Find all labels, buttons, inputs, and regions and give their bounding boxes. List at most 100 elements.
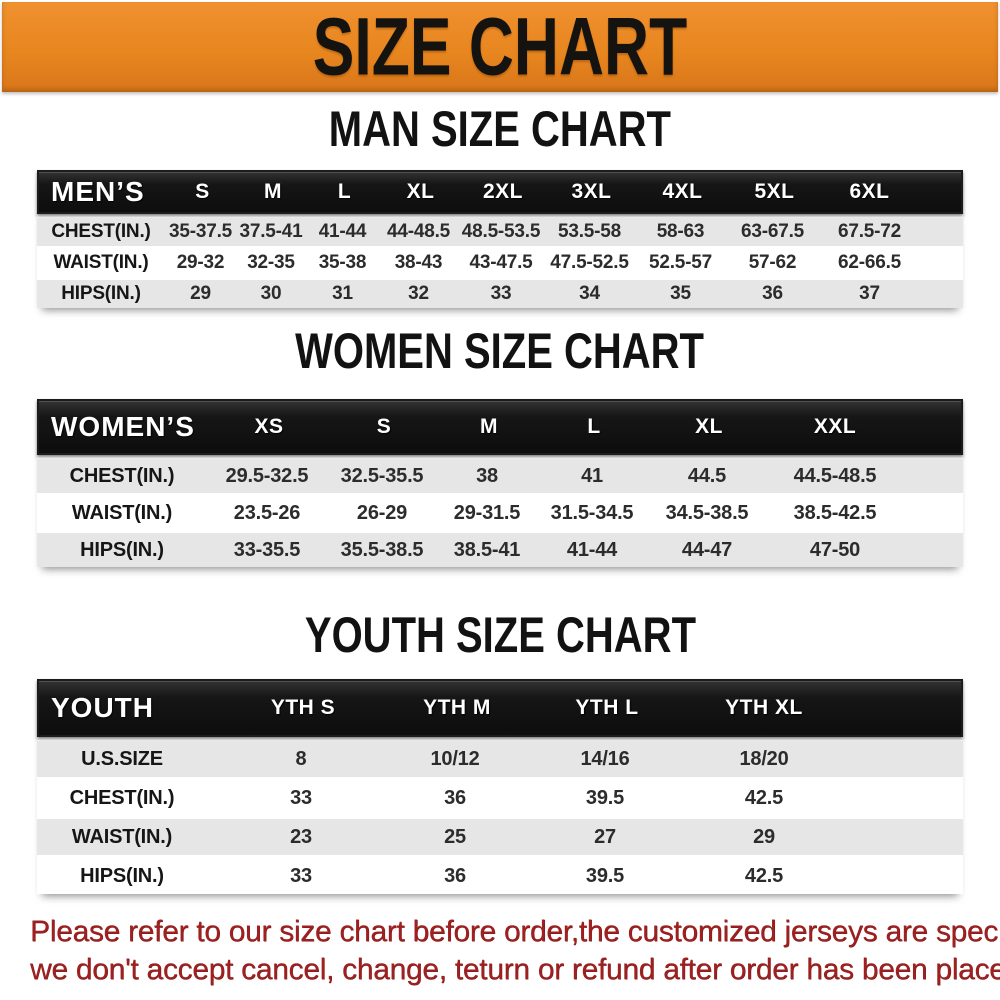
row-value: 34 [579, 283, 600, 304]
row-value: 63-67.5 [740, 221, 805, 242]
row-value: 29-31.5 [453, 501, 521, 524]
size-chart-banner: SIZE CHART [2, 1, 998, 92]
footer-note: Please refer to our size chart before or… [30, 913, 1000, 989]
table-row: CHEST(IN.) 29.5-32.5 32.5-35.5 38 41 44.5 44.5… [37, 459, 963, 493]
row-value: 31.5-34.5 [550, 501, 634, 524]
row-value: 38 [476, 464, 498, 487]
row-value: 25 [444, 825, 466, 848]
row-value: 35-37.5 [168, 221, 233, 242]
header-size-cell: YTH XL [725, 696, 803, 719]
header-size-cell: XXL [813, 415, 857, 438]
table-row: WAIST(IN.) 29-32 32-35 35-38 38-43 43-47.5 47.… [37, 249, 963, 277]
row-label: WAIST(IN.) [71, 825, 173, 848]
row-label: CHEST(IN.) [69, 786, 175, 809]
table-header-row: MEN’S S M L XL 2XL 3XL 4XL 5XL 6XL [37, 170, 963, 214]
row-value: 38.5-41 [453, 538, 521, 561]
row-value: 29 [753, 825, 775, 848]
header-size-cell: S [195, 180, 210, 203]
table-row: HIPS(IN.) 33-35.5 35.5-38.5 38.5-41 41-44 44-… [37, 533, 963, 567]
row-value: 44-47 [681, 538, 733, 561]
row-label: HIPS(IN.) [80, 864, 164, 887]
header-size-cell: L [587, 415, 601, 438]
row-value: 41 [581, 464, 603, 487]
row-value: 42.5 [744, 864, 784, 887]
row-value: 42.5 [744, 786, 784, 809]
row-value: 47.5-52.5 [550, 252, 629, 273]
row-value: 67.5-72 [837, 221, 902, 242]
row-value: 29-32 [176, 252, 225, 273]
row-value: 33 [490, 283, 512, 304]
table-row: CHEST(IN.) 35-37.5 37.5-41 41-44 44-48.5 48.5… [37, 218, 963, 246]
heading-youth-size-chart-text: YOUTH SIZE CHART [304, 607, 696, 663]
row-value: 48.5-53.5 [461, 221, 541, 242]
row-value: 41-44 [566, 538, 618, 561]
row-value: 35 [670, 283, 691, 304]
header-size-cell: YTH L [575, 696, 639, 719]
row-value: 44.5-48.5 [793, 464, 877, 487]
youth-size-table: YOUTH YTH S YTH M YTH L YTH XL U.S.SIZE 8 10/12… [37, 679, 963, 894]
header-size-cell: S [376, 415, 392, 438]
header-size-cell: L [337, 180, 352, 203]
row-value: 27 [594, 825, 616, 848]
row-value: 32-35 [247, 252, 295, 273]
row-value: 31 [332, 283, 353, 304]
row-value: 58-63 [656, 221, 705, 242]
row-label: U.S.SIZE [81, 747, 163, 770]
row-value: 44.5 [687, 464, 727, 487]
header-group-label: YOUTH [51, 692, 154, 723]
row-label: CHEST(IN.) [69, 464, 175, 487]
row-value: 33 [290, 864, 312, 887]
row-value: 47-50 [809, 538, 861, 561]
heading-man-size-chart: MAN SIZE CHART [0, 101, 1000, 157]
table-row: WAIST(IN.) 23.5-26 26-29 29-31.5 31.5-34.5 34… [37, 496, 963, 530]
table-header-row: WOMEN’S XS S M L XL XXL [37, 399, 963, 455]
row-value: 37 [859, 283, 880, 304]
row-value: 39.5 [585, 786, 625, 809]
row-value: 37.5-41 [239, 221, 303, 242]
row-label: WAIST(IN.) [71, 501, 173, 524]
men-size-table: MEN’S S M L XL 2XL 3XL 4XL 5XL 6XL CHEST(IN.) 35-37… [37, 170, 963, 308]
table-row: WAIST(IN.) 23 25 27 29 [37, 819, 963, 855]
row-value: 36 [444, 864, 466, 887]
table-row: HIPS(IN.) 29 30 31 32 33 34 35 36 37 [37, 280, 963, 308]
header-size-cell: 2XL [482, 180, 523, 203]
row-value: 52.5-57 [648, 252, 713, 273]
row-value: 41-44 [318, 221, 367, 242]
women-size-table: WOMEN’S XS S M L XL XXL CHEST(IN.) 29.5-32.5 32.5… [37, 399, 963, 567]
banner-title: SIZE CHART [312, 1, 688, 92]
row-value: 57-62 [748, 252, 797, 273]
row-label: WAIST(IN.) [53, 252, 149, 273]
table-header-row: YOUTH YTH S YTH M YTH L YTH XL [37, 679, 963, 737]
row-label: HIPS(IN.) [61, 283, 141, 304]
row-value: 35-38 [318, 252, 367, 273]
row-value: 39.5 [585, 864, 625, 887]
header-size-cell: 6XL [849, 180, 890, 203]
header-size-cell: M [480, 415, 498, 438]
row-label: CHEST(IN.) [51, 221, 151, 242]
header-size-cell: 4XL [662, 180, 703, 203]
row-value: 36 [444, 786, 466, 809]
header-size-cell: XS [254, 415, 284, 438]
row-value: 14/16 [580, 747, 630, 770]
row-value: 36 [762, 283, 783, 304]
row-value: 23 [290, 825, 312, 848]
row-value: 10/12 [430, 747, 480, 770]
row-value: 32.5-35.5 [340, 464, 424, 487]
footer-line-2: we don't accept cancel, change, teturn o… [30, 953, 1000, 986]
header-size-cell: YTH S [270, 696, 336, 719]
heading-man-size-chart-text: MAN SIZE CHART [328, 101, 672, 157]
row-value: 33-35.5 [233, 538, 301, 561]
header-size-cell: XL [695, 415, 723, 438]
row-value: 38.5-42.5 [793, 501, 877, 524]
header-group-label: WOMEN’S [51, 411, 195, 442]
row-label: HIPS(IN.) [80, 538, 164, 561]
row-value: 35.5-38.5 [340, 538, 424, 561]
row-value: 53.5-58 [557, 221, 622, 242]
row-value: 29 [190, 283, 211, 304]
row-value: 38-43 [394, 252, 443, 273]
header-size-cell: 3XL [571, 180, 612, 203]
heading-women-size-chart: WOMEN SIZE CHART [0, 326, 1000, 376]
row-value: 18/20 [739, 747, 789, 770]
table-row: HIPS(IN.) 33 36 39.5 42.5 [37, 858, 963, 894]
row-value: 44-48.5 [386, 221, 451, 242]
